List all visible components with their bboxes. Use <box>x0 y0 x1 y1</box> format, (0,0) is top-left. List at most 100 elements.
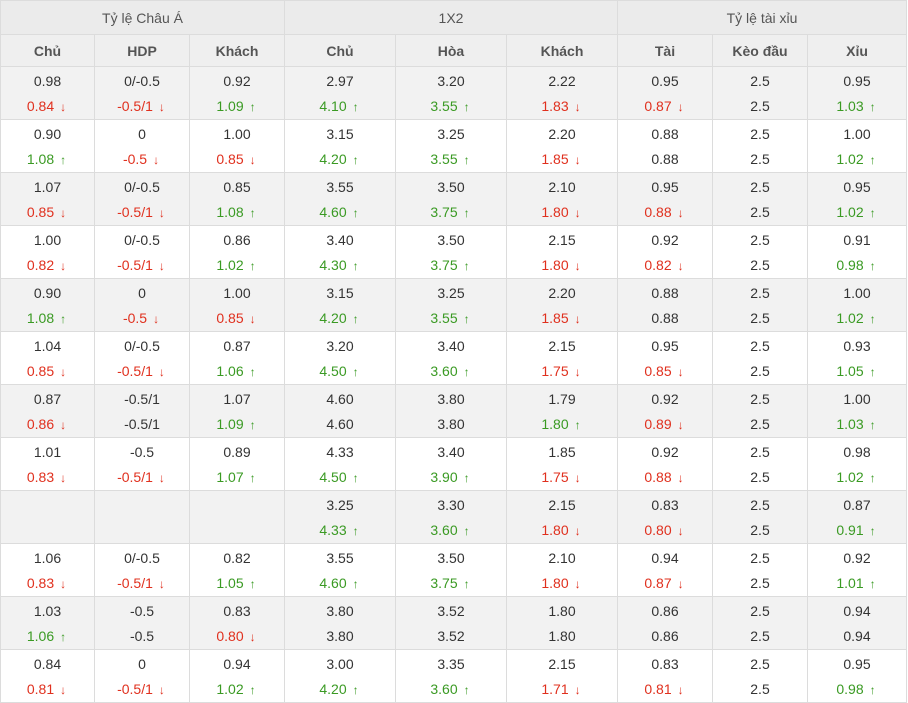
odds-cell: 2.10 1.80 ↓ <box>506 543 618 597</box>
current-odds: 3.55 ↑ <box>396 94 506 119</box>
arrow-up-icon: ↑ <box>869 153 876 167</box>
opening-odds-value: 3.50 <box>437 179 465 195</box>
arrow-down-icon: ↓ <box>60 206 67 220</box>
odds-cell: 0.95 0.85 ↓ <box>617 331 713 385</box>
column-header: Chủ <box>0 34 95 67</box>
column-header: Kèo đầu <box>712 34 808 67</box>
arrow-down-icon: ↓ <box>249 630 256 644</box>
current-odds: 0.89 ↓ <box>618 412 712 437</box>
current-odds-value: 2.5 <box>750 363 770 379</box>
current-odds-value: -0.5/1 <box>117 469 153 485</box>
current-odds-value: 1.08 <box>216 204 244 220</box>
opening-odds-value: 0.87 <box>33 391 62 407</box>
current-odds-value: 4.20 <box>319 681 347 697</box>
current-odds-value: 1.02 <box>216 681 244 697</box>
current-odds: 0.94 <box>808 624 906 649</box>
current-odds: -0.5/1 ↓ <box>95 94 189 119</box>
opening-odds-value: 0/-0.5 <box>124 179 160 195</box>
opening-odds-value: 0.92 <box>223 73 251 89</box>
current-odds-value: 4.60 <box>319 575 347 591</box>
opening-odds-value: 2.10 <box>548 179 576 195</box>
current-odds-value: 1.80 <box>541 575 569 591</box>
current-odds: 1.09 ↑ <box>190 412 284 437</box>
opening-odds-value: 2.5 <box>750 444 770 460</box>
odds-cell: 1.00 0.85 ↓ <box>189 119 285 173</box>
arrow-up-icon: ↑ <box>869 259 876 273</box>
current-odds: 3.75 ↑ <box>396 571 506 596</box>
opening-odds-value <box>190 491 284 518</box>
arrow-up-icon: ↑ <box>869 418 876 432</box>
current-odds: 1.08 ↑ <box>1 306 94 331</box>
odds-cell: 0.94 1.02 ↑ <box>189 649 285 703</box>
opening-odds-value: 3.40 <box>437 338 465 354</box>
odds-cell: 0.84 0.81 ↓ <box>0 649 95 703</box>
opening-odds-value: 2.5 <box>750 126 770 142</box>
current-odds: 0.88 <box>618 147 712 172</box>
opening-odds-value: 1.85 <box>548 444 576 460</box>
opening-odds-value: 0.94 <box>651 550 679 566</box>
arrow-down-icon: ↓ <box>574 683 581 697</box>
opening-odds-value: 3.25 <box>437 285 465 301</box>
current-odds-value: -0.5 <box>122 310 148 326</box>
current-odds: 4.60 ↑ <box>285 200 395 225</box>
arrow-up-icon: ↑ <box>352 471 359 485</box>
odds-cell: 0.89 1.07 ↑ <box>189 437 285 491</box>
odds-cell: 0.88 0.88 <box>617 119 713 173</box>
odds-cell: 1.07 1.09 ↑ <box>189 384 285 438</box>
odds-cell: 2.15 1.75 ↓ <box>506 331 618 385</box>
opening-odds-value: 0.92 <box>651 232 679 248</box>
current-odds-value: 3.52 <box>437 628 465 644</box>
arrow-up-icon: ↑ <box>463 100 470 114</box>
odds-cell: 2.5 2.5 <box>712 66 808 120</box>
odds-cell: 0/-0.5 -0.5/1 ↓ <box>94 66 190 120</box>
current-odds: 0.86 <box>618 624 712 649</box>
opening-odds-value: 0.93 <box>843 338 871 354</box>
current-odds: -0.5/1 ↓ <box>95 571 189 596</box>
current-odds-value: 0.98 <box>836 681 864 697</box>
current-odds-value: 0.91 <box>836 522 864 538</box>
arrow-down-icon: ↓ <box>574 471 581 485</box>
current-odds: 1.02 ↑ <box>190 253 284 278</box>
opening-odds-value: 0.98 <box>33 73 62 89</box>
odds-cell: 0.83 0.81 ↓ <box>617 649 713 703</box>
odds-cell: 1.00 1.02 ↑ <box>807 119 907 173</box>
current-odds-value: 1.80 <box>541 204 569 220</box>
current-odds-value: 2.5 <box>750 151 770 167</box>
current-odds-value: 2.5 <box>750 98 770 114</box>
odds-cell: 0/-0.5 -0.5/1 ↓ <box>94 331 190 385</box>
current-odds: 1.75 ↓ <box>507 465 617 490</box>
opening-odds-value: -0.5 <box>129 603 155 619</box>
opening-odds-value: 1.00 <box>223 285 251 301</box>
opening-odds-value: 1.00 <box>843 285 871 301</box>
current-odds-value: 4.20 <box>319 151 347 167</box>
current-odds-value: -0.5 <box>122 151 148 167</box>
current-odds: 1.09 ↑ <box>190 94 284 119</box>
arrow-up-icon: ↑ <box>463 524 470 538</box>
current-odds: -0.5/1 <box>95 412 189 437</box>
current-odds: 0.85 ↓ <box>1 200 94 225</box>
arrow-down-icon: ↓ <box>677 524 684 538</box>
current-odds-value: 3.55 <box>430 98 458 114</box>
odds-cell: 0 -0.5/1 ↓ <box>94 649 190 703</box>
odds-cell: 3.40 4.30 ↑ <box>284 225 396 279</box>
arrow-down-icon: ↓ <box>60 259 67 273</box>
current-odds-value: 0.82 <box>644 257 672 273</box>
odds-cell: 1.85 1.75 ↓ <box>506 437 618 491</box>
current-odds: 1.80 ↓ <box>507 253 617 278</box>
group-header-asian-handicap: Tỷ lệ Châu Á <box>0 0 285 35</box>
current-odds: 0.85 ↓ <box>190 306 284 331</box>
odds-cell: 3.00 4.20 ↑ <box>284 649 396 703</box>
current-odds-value: -0.5/1 <box>117 681 153 697</box>
odds-cell: 0.83 0.80 ↓ <box>617 490 713 544</box>
current-odds-value: 1.09 <box>216 416 244 432</box>
arrow-down-icon: ↓ <box>574 365 581 379</box>
current-odds-value: 1.75 <box>541 469 569 485</box>
current-odds: 0.88 ↓ <box>618 200 712 225</box>
current-odds-value: -0.5/1 <box>117 257 153 273</box>
opening-odds-value: 0.95 <box>651 179 679 195</box>
arrow-up-icon: ↑ <box>352 206 359 220</box>
odds-cell: 1.80 1.80 <box>506 596 618 650</box>
odds-cell: 0.92 1.01 ↑ <box>807 543 907 597</box>
current-odds: 4.33 ↑ <box>285 518 395 543</box>
current-odds: 1.06 ↑ <box>190 359 284 384</box>
